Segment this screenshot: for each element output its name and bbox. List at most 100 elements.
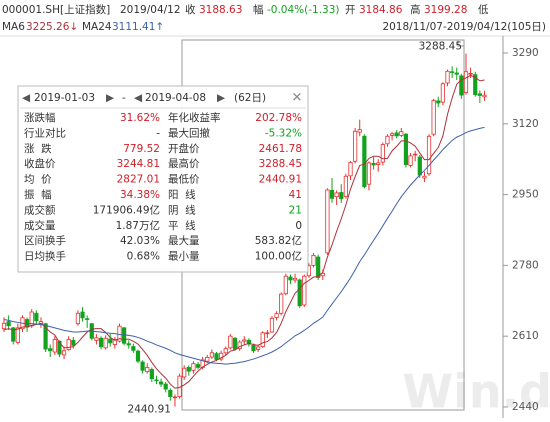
ma24-value: 3111.41↑ <box>112 21 164 33</box>
stat-label: 平 线 <box>168 219 196 232</box>
y-tick-label: 3290 <box>512 47 539 59</box>
candle-body <box>445 70 450 84</box>
candle-body <box>34 312 39 322</box>
candle-body <box>311 254 316 266</box>
stat-label: 开盘价 <box>168 142 200 155</box>
candle-body <box>334 192 339 198</box>
panel-box <box>17 85 309 273</box>
candle-body <box>140 361 145 371</box>
candle-body <box>357 129 362 133</box>
candle-body <box>422 175 427 179</box>
stat-value: 21 <box>289 204 302 216</box>
end-date[interactable]: 2019-04-08 <box>145 92 206 104</box>
stat-value: -5.32% <box>265 127 302 139</box>
ma24-legend: MA24 <box>82 21 112 33</box>
close-label: 收 <box>185 3 196 16</box>
stat-value: 41 <box>289 189 302 201</box>
candle-body <box>209 352 214 358</box>
close-value: 3188.63 <box>199 4 242 16</box>
candle-body <box>237 341 242 350</box>
stat-label: 涨 跌 <box>24 142 52 155</box>
stat-label: 成交额 <box>24 203 56 216</box>
stat-label: 日均换手 <box>24 250 66 263</box>
candle-body <box>292 277 298 281</box>
stat-value: 583.82亿 <box>255 234 302 247</box>
candle-body <box>477 93 482 96</box>
candle-body <box>325 189 330 254</box>
candle-body <box>232 337 238 350</box>
stat-value: 779.52 <box>123 143 160 155</box>
stat-label: 最小量 <box>168 251 200 263</box>
stat-value: 0.68% <box>127 251 160 263</box>
stat-label: 最高价 <box>168 157 200 170</box>
candle-body <box>94 337 99 341</box>
candle-body <box>75 312 81 325</box>
candle-body <box>117 325 122 342</box>
high-value: 3199.28 <box>424 4 467 16</box>
candle-body <box>413 153 418 156</box>
security-code: 000001.SH[上证指数] <box>2 3 110 16</box>
candle-body <box>329 190 335 199</box>
candle-body <box>431 100 436 135</box>
candle-body <box>440 83 446 103</box>
candle-body <box>6 321 11 327</box>
candle-body <box>168 389 173 397</box>
candle-body <box>191 363 196 371</box>
candle-body <box>265 332 270 335</box>
stat-value: 31.62% <box>120 112 160 124</box>
candle-body <box>463 71 469 93</box>
stat-label: 行业对比 <box>24 126 66 139</box>
low-label: 低 <box>478 3 489 16</box>
extreme-label: 2440.91 <box>128 404 171 416</box>
candle-body <box>454 72 459 75</box>
candle-body <box>473 74 478 96</box>
candle-body <box>389 133 395 136</box>
candle-body <box>214 353 219 360</box>
candle-body <box>61 350 67 356</box>
selection-handle[interactable] <box>457 39 465 47</box>
candle-body <box>11 327 16 342</box>
stat-value: 0 <box>295 220 302 232</box>
candle-body <box>426 135 432 175</box>
change-label: 幅 <box>253 3 264 16</box>
extreme-label: 3288.45 <box>419 41 462 53</box>
candle-body <box>246 339 251 345</box>
candle-body <box>57 340 62 355</box>
stat-value: 2440.91 <box>259 174 302 186</box>
candle-body <box>353 130 358 162</box>
y-tick-label: 2440 <box>512 401 539 413</box>
candle-body <box>158 381 164 385</box>
candle-body <box>468 72 473 75</box>
candle-body <box>403 133 409 166</box>
candle-body <box>376 162 381 166</box>
stat-label: 收盘价 <box>24 157 56 170</box>
moving-average-line <box>3 74 485 389</box>
y-tick-label: 2610 <box>512 330 539 342</box>
next-arrow[interactable]: ▶ <box>106 92 115 104</box>
range-sep: - <box>122 92 126 104</box>
close-button[interactable]: ✕ <box>292 91 303 106</box>
high-label: 高 <box>410 3 421 16</box>
candle-body <box>417 156 422 176</box>
candle-body <box>163 383 168 390</box>
start-date[interactable]: 2019-01-03 <box>34 92 95 104</box>
date-range[interactable]: 2018/11/07-2019/04/12(105日) <box>382 21 546 33</box>
candle-body <box>283 275 288 295</box>
prev-arrow[interactable]: ◀ <box>22 92 31 104</box>
stat-label: 涨跌幅 <box>24 111 56 124</box>
next-arrow[interactable]: ▶ <box>217 92 226 104</box>
candle-body <box>302 275 307 306</box>
candle-body <box>436 100 441 104</box>
candle-body <box>145 367 150 372</box>
stat-value: - <box>156 127 160 139</box>
candle-body <box>108 338 113 344</box>
candle-body <box>1 322 7 330</box>
candle-body <box>112 339 117 345</box>
prev-arrow[interactable]: ◀ <box>134 92 143 104</box>
candle-body <box>288 276 293 281</box>
stat-value: 2461.78 <box>259 143 302 155</box>
candle-body <box>394 132 399 137</box>
candle-body <box>154 379 159 382</box>
candle-body <box>66 339 71 350</box>
